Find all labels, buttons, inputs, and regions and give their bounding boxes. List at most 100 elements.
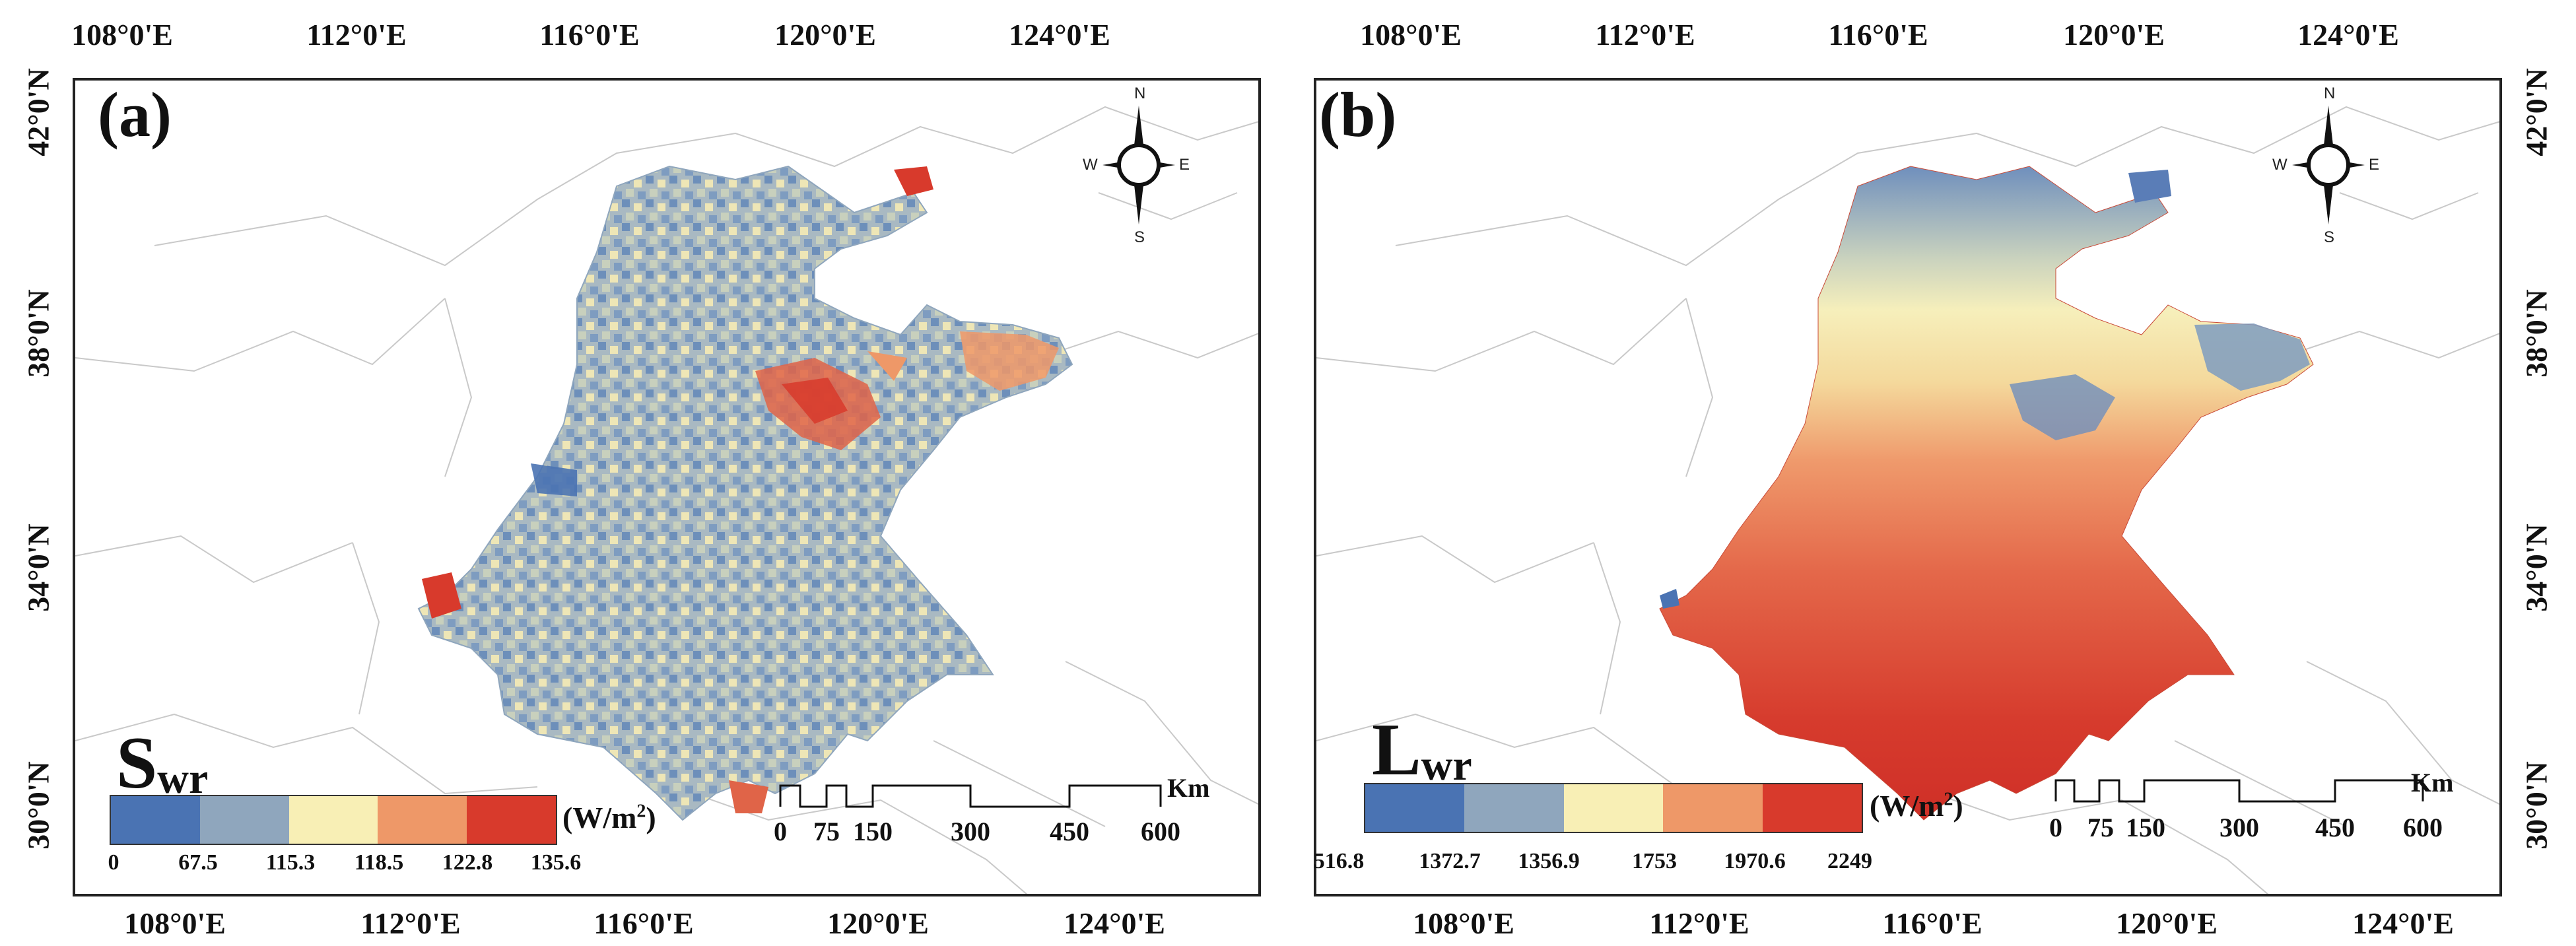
scale-tick-b: 300	[2220, 813, 2259, 842]
north-arrow-b: N S W E	[2272, 84, 2379, 246]
lon-label-bottom-124: 124°0'E	[2352, 906, 2454, 940]
province-boundaries-b	[1316, 106, 2499, 894]
colorbar-a-bin	[199, 796, 289, 844]
colorbar-b-tick: 1372.7	[1419, 849, 1481, 873]
variable-sub-a: wr	[157, 755, 209, 803]
colorbar-a	[110, 795, 557, 845]
compass-rose-icon	[1102, 106, 1175, 224]
lat-label-30: 30°0'N	[2519, 761, 2554, 850]
scale-tick-b: 150	[2126, 813, 2165, 842]
lon-label-bottom-112: 112°0'E	[1649, 906, 1749, 940]
colorbar-a-bin	[288, 796, 378, 844]
colorbar-a-tick: 122.8	[442, 850, 493, 875]
colorbar-a-tick: 67.5	[178, 850, 218, 875]
lat-label-30: 30°0'N	[21, 761, 55, 850]
colorbar-a-tick: 0	[108, 850, 119, 875]
scale-tick-a: 150	[853, 817, 893, 846]
unit-a-close: )	[646, 801, 656, 834]
lon-label-bottom-116: 116°0'E	[593, 906, 694, 940]
lon-label-bottom-108: 108°0'E	[124, 906, 226, 940]
scale-tick-b: 450	[2315, 813, 2355, 842]
scale-unit-b: Km	[2411, 768, 2454, 797]
variable-name-a: Swr	[116, 726, 208, 801]
scale-tick-a: 75	[813, 817, 840, 846]
map-canvas-a	[75, 106, 1258, 894]
panel-a: 108°0'E 112°0'E 116°0'E 120°0'E 124°0'E …	[0, 0, 1287, 946]
lat-label-34: 34°0'N	[21, 524, 55, 612]
scale-tick-b: 600	[2403, 813, 2443, 842]
lat-label-38: 38°0'N	[2519, 289, 2554, 378]
colorbar-b-tick: 1970.6	[1724, 849, 1786, 873]
scale-unit-a: Km	[1167, 773, 1210, 803]
scale-bar-b	[2054, 779, 2424, 803]
unit-b-sup: 2	[1944, 789, 1953, 810]
scale-tick-b: 75	[2087, 813, 2114, 842]
scale-tick-a: 0	[774, 817, 787, 846]
lon-label-top-120: 120°0'E	[774, 18, 876, 51]
colorbar-a-bin	[467, 796, 556, 844]
lon-label-top-112: 112°0'E	[306, 18, 407, 51]
colorbar-b-bin	[1563, 784, 1664, 832]
compass-s-label: S	[2324, 228, 2335, 246]
lon-label-bottom-108: 108°0'E	[1413, 906, 1514, 940]
colorbar-b-bin	[1663, 784, 1763, 832]
lon-label-top-124: 124°0'E	[2297, 18, 2399, 51]
lon-label-top-124: 124°0'E	[1009, 18, 1110, 51]
lon-label-top-116: 116°0'E	[539, 18, 640, 51]
colorbar-a-tick: 115.3	[265, 850, 316, 875]
compass-n-label: N	[2324, 84, 2336, 102]
lon-label-bottom-112: 112°0'E	[360, 906, 461, 940]
unit-a-text: (W/m	[562, 801, 637, 834]
lon-label-top-116: 116°0'E	[1828, 18, 1928, 51]
colorbar-a-tick: 118.5	[354, 850, 404, 875]
scale-bar-a	[779, 784, 1162, 808]
compass-s-label: S	[1134, 228, 1145, 246]
lon-label-bottom-120: 120°0'E	[2116, 906, 2218, 940]
province-boundaries-a	[75, 106, 1258, 894]
lat-label-38: 38°0'N	[21, 289, 55, 378]
variable-sub-b: wr	[1421, 741, 1472, 790]
map-canvas-b	[1316, 106, 2499, 894]
lon-label-bottom-116: 116°0'E	[1882, 906, 1983, 940]
scale-tick-b: 0	[2049, 813, 2062, 842]
lon-label-top-120: 120°0'E	[2063, 18, 2165, 51]
scale-tick-a: 300	[951, 817, 990, 846]
cool-patches-b	[1660, 170, 2310, 609]
colorbar-a-bin	[111, 796, 200, 844]
colorbar-b-tick: 516.8	[1313, 849, 1365, 873]
unit-label-a: (W/m2)	[562, 800, 656, 835]
colorbar-b-tick: 2249	[1827, 849, 1872, 873]
colorbar-a-bin	[378, 796, 467, 844]
lat-label-42: 42°0'N	[21, 68, 55, 156]
compass-n-label: N	[1134, 84, 1146, 102]
compass-rose-icon	[2292, 106, 2365, 224]
colorbar-b-bin	[1762, 784, 1862, 832]
compass-e-label: E	[1179, 156, 1190, 174]
compass-w-label: W	[2272, 156, 2288, 174]
colorbar-b-tick: 1356.9	[1518, 849, 1580, 873]
lon-label-top-108: 108°0'E	[71, 18, 173, 51]
lon-label-top-108: 108°0'E	[1360, 18, 1462, 51]
map-frame-b	[1314, 78, 2502, 896]
variable-name-b: Lwr	[1372, 713, 1472, 788]
panel-label-b: (b)	[1319, 79, 1397, 150]
colorbar-b	[1364, 783, 1863, 833]
scale-tick-a: 450	[1050, 817, 1089, 846]
scale-tick-a: 600	[1141, 817, 1180, 846]
colorbar-b-tick: 1753	[1632, 849, 1677, 873]
variable-main-a: S	[116, 722, 158, 804]
unit-a-sup: 2	[636, 801, 646, 822]
unit-label-b: (W/m2)	[1870, 788, 1963, 823]
variable-main-b: L	[1372, 709, 1421, 791]
region-shape-a	[417, 165, 1073, 821]
colorbar-b-bin	[1365, 784, 1465, 832]
lat-label-42: 42°0'N	[2519, 68, 2554, 156]
unit-b-close: )	[1953, 789, 1963, 823]
unit-b-text: (W/m	[1870, 789, 1944, 823]
colorbar-a-tick: 135.6	[530, 850, 582, 875]
panel-label-a: (a)	[98, 79, 172, 150]
lon-label-bottom-120: 120°0'E	[827, 906, 929, 940]
compass-w-label: W	[1083, 156, 1098, 174]
hot-spots-a	[422, 166, 1059, 813]
lon-label-bottom-124: 124°0'E	[1064, 906, 1165, 940]
